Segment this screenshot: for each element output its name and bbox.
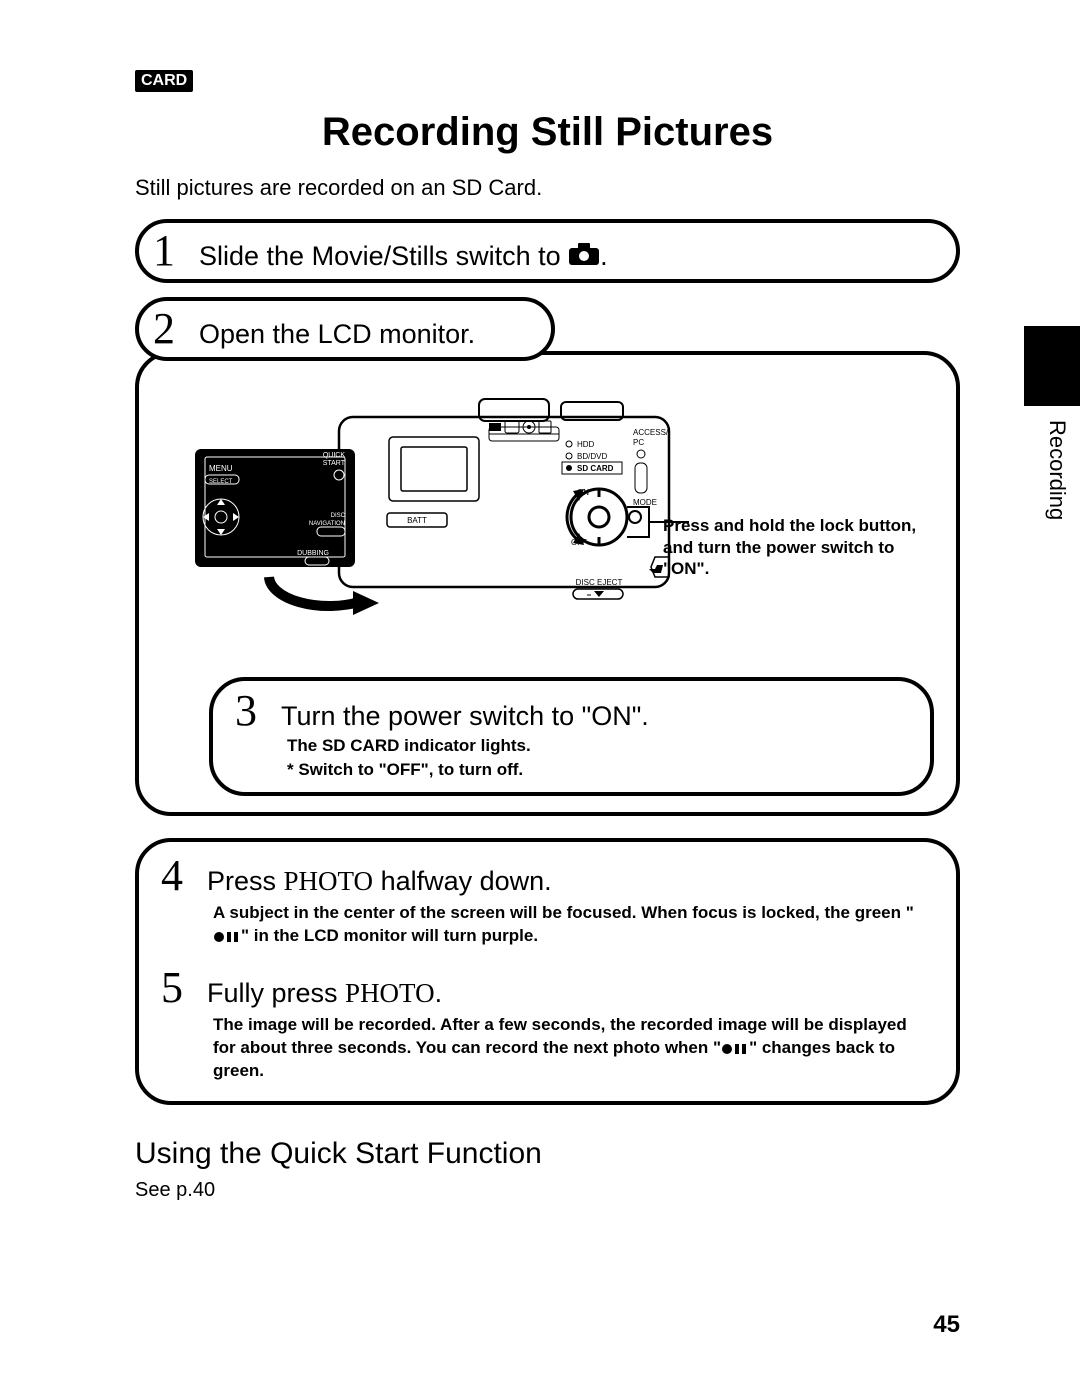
step-5-text: Fully press PHOTO.: [207, 978, 442, 1009]
step-4-number: 4: [161, 854, 183, 898]
svg-text:DUBBING: DUBBING: [297, 550, 329, 557]
svg-text:MODE: MODE: [633, 498, 657, 507]
svg-text:DISC: DISC: [331, 513, 346, 519]
svg-text:NAVIGATION: NAVIGATION: [309, 521, 345, 527]
step-3-sub2: * Switch to "OFF", to turn off.: [287, 759, 908, 782]
svg-text:START: START: [323, 460, 346, 467]
svg-text:HDD: HDD: [577, 440, 595, 449]
svg-text:BATT: BATT: [407, 516, 427, 525]
camera-caption: Press and hold the lock button, and turn…: [663, 515, 928, 579]
step-4-text: Press PHOTO halfway down.: [207, 866, 552, 897]
step-4-sub: A subject in the center of the screen wi…: [213, 902, 934, 948]
page-number: 45: [933, 1311, 960, 1339]
svg-text:SD CARD: SD CARD: [577, 464, 614, 473]
svg-text:ACCESS/: ACCESS/: [633, 428, 669, 437]
step-3-sub1: The SD CARD indicator lights.: [287, 735, 908, 758]
rec-indicator-icon: [213, 926, 241, 945]
step-1-text: Slide the Movie/Stills switch to .: [199, 241, 608, 273]
step-2-number: 2: [153, 307, 175, 351]
step-5: 5 Fully press PHOTO.: [161, 966, 934, 1010]
rec-indicator-icon: [721, 1038, 749, 1057]
section-tab: [1024, 326, 1080, 406]
svg-text:MENU: MENU: [209, 464, 233, 473]
step-1-number: 1: [153, 229, 175, 273]
page-title: Recording Still Pictures: [135, 110, 960, 155]
svg-text:SELECT: SELECT: [209, 479, 233, 485]
step-2-text: Open the LCD monitor.: [199, 319, 475, 350]
svg-text:DISC EJECT: DISC EJECT: [576, 578, 623, 587]
quickstart-heading: Using the Quick Start Function: [135, 1137, 960, 1171]
see-page-ref: See p.40: [135, 1179, 960, 1202]
step-5-sub: The image will be recorded. After a few …: [213, 1014, 934, 1083]
step-2: 2 Open the LCD monitor.: [135, 297, 555, 361]
step-3: 3 Turn the power switch to "ON". The SD …: [209, 677, 934, 797]
step-4: 4 Press PHOTO halfway down.: [161, 854, 934, 898]
step-3-text: Turn the power switch to "ON".: [281, 701, 649, 732]
camera-icon: [568, 242, 600, 273]
camera-panel: MENU SELECT QUICK START DISC NAVIGATION …: [135, 351, 960, 816]
svg-text:BD/DVD: BD/DVD: [577, 452, 607, 461]
section-tab-label: Recording: [1044, 420, 1070, 520]
step-5-number: 5: [161, 966, 183, 1010]
photo-panel: 4 Press PHOTO halfway down. A subject in…: [135, 838, 960, 1105]
card-badge: CARD: [135, 70, 193, 92]
svg-text:QUICK: QUICK: [323, 452, 346, 459]
intro-text: Still pictures are recorded on an SD Car…: [135, 175, 960, 201]
step-1: 1 Slide the Movie/Stills switch to .: [135, 219, 960, 283]
main-content: 1 Slide the Movie/Stills switch to . 2 O…: [135, 219, 960, 1105]
svg-text:PC: PC: [633, 438, 644, 447]
step-3-number: 3: [235, 689, 257, 733]
